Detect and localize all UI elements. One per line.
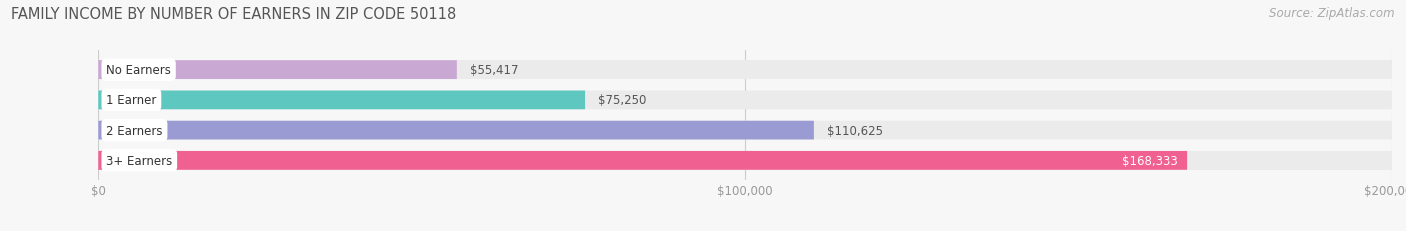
Text: $55,417: $55,417 [470, 64, 519, 77]
Bar [98, 91, 585, 110]
Bar [98, 121, 1392, 140]
FancyBboxPatch shape [98, 91, 1392, 110]
Text: 2 Earners: 2 Earners [107, 124, 163, 137]
Bar [98, 151, 1392, 170]
Bar [98, 121, 814, 140]
FancyBboxPatch shape [98, 61, 1392, 80]
Text: 1 Earner: 1 Earner [107, 94, 156, 107]
Bar [98, 61, 457, 80]
FancyBboxPatch shape [98, 151, 1187, 170]
FancyBboxPatch shape [98, 61, 457, 80]
FancyBboxPatch shape [98, 151, 1392, 170]
Text: $168,333: $168,333 [1122, 154, 1177, 167]
Text: $110,625: $110,625 [827, 124, 883, 137]
Bar [98, 91, 1392, 110]
FancyBboxPatch shape [98, 121, 814, 140]
Text: FAMILY INCOME BY NUMBER OF EARNERS IN ZIP CODE 50118: FAMILY INCOME BY NUMBER OF EARNERS IN ZI… [11, 7, 457, 22]
Bar [98, 61, 1392, 80]
FancyBboxPatch shape [98, 121, 1392, 140]
Text: Source: ZipAtlas.com: Source: ZipAtlas.com [1270, 7, 1395, 20]
Text: No Earners: No Earners [107, 64, 172, 77]
Text: 3+ Earners: 3+ Earners [107, 154, 173, 167]
Bar [98, 151, 1187, 170]
Text: $75,250: $75,250 [598, 94, 647, 107]
FancyBboxPatch shape [98, 91, 585, 110]
